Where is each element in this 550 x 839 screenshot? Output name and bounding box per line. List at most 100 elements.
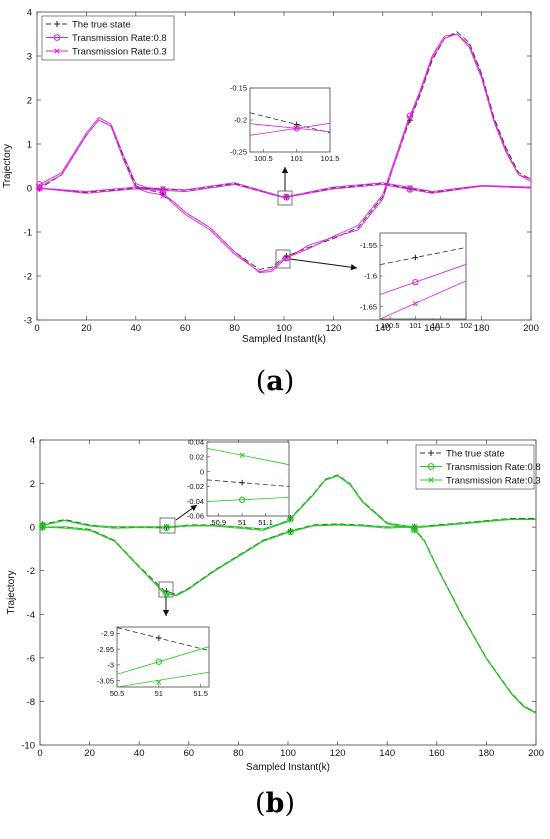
y-tick-label: -4 <box>27 610 35 621</box>
inset-x-tick-label: 51.5 <box>193 689 208 698</box>
inset-y-tick-label: 0.04 <box>189 438 204 447</box>
x-tick-label: 140 <box>379 748 395 759</box>
marker-cross <box>287 515 294 522</box>
inset-series-line-rate03 <box>116 671 210 688</box>
inset-series-line-rate03 <box>249 123 331 133</box>
inset-series-line-rate03 <box>206 447 290 466</box>
x-tick-label: 40 <box>131 323 142 334</box>
series-line-true-1 <box>36 183 532 198</box>
legend-entry-label: Transmission Rate:0.8 <box>446 462 541 473</box>
marker-circle <box>163 524 170 532</box>
inset-y-tick-label: -3 <box>107 661 114 670</box>
inset-series-line-rate08 <box>249 122 331 136</box>
inset-y-tick-label: 0.02 <box>189 453 204 462</box>
marker-circle <box>287 528 294 536</box>
zoom-inset: 50.9 51 51.1 0.04 0.02 0 -0.02 -0.04 -0.06 <box>159 438 290 534</box>
marker-plus <box>293 121 300 128</box>
y-tick-label: -8 <box>27 697 35 708</box>
x-tick-label: 120 <box>325 323 341 334</box>
inset-series-line-true <box>379 247 467 266</box>
panel-caption: (b) <box>255 788 295 819</box>
legend-entry-label: The true state <box>72 20 131 31</box>
x-tick-label: 60 <box>180 323 191 334</box>
y-tick-label: 3 <box>27 52 32 63</box>
marker-cross <box>163 523 170 530</box>
marker-cross <box>163 591 170 597</box>
inset-y-tick-label: 0 <box>200 467 204 476</box>
inset-x-tick-label: 51 <box>155 689 163 698</box>
legend: The true state Transmission Rate:0.8 Trans… <box>41 15 175 61</box>
marker-plus <box>412 254 419 261</box>
marker-cross <box>283 255 290 262</box>
marker-cross <box>283 193 290 200</box>
legend-entry-label: Transmission Rate:0.8 <box>72 33 167 44</box>
x-tick-label: 60 <box>184 748 195 759</box>
y-axis-label: Trajectory <box>2 144 13 188</box>
x-tick-label: 160 <box>424 323 440 334</box>
zoom-arrow-head <box>190 505 197 512</box>
y-tick-label: -2 <box>24 272 32 283</box>
legend-entry-label: Transmission Rate:0.3 <box>72 47 167 58</box>
inset-y-tick-label: -1.65 <box>360 302 377 311</box>
caption-open-paren: ( <box>255 788 266 819</box>
y-tick-label: 0 <box>30 523 35 534</box>
inset-y-tick-label: -0.25 <box>230 148 247 157</box>
x-tick-label: 200 <box>528 748 544 759</box>
y-tick-label: 4 <box>30 436 35 447</box>
series-line-rate08-0 <box>39 475 536 531</box>
marker-cross <box>39 522 46 528</box>
marker-cross <box>36 185 43 191</box>
marker-circle <box>36 184 43 192</box>
marker-cross <box>412 301 419 307</box>
marker-plus <box>428 450 434 456</box>
y-tick-label: 2 <box>27 96 32 107</box>
panel-caption-text: (a) <box>256 366 295 397</box>
inset-y-tick-label: -3.05 <box>97 676 114 685</box>
inset-y-tick-label: -1.6 <box>364 272 377 281</box>
inset-series-line-rate03 <box>379 280 467 320</box>
y-tick-label: -1 <box>24 228 32 239</box>
x-tick-label: 20 <box>81 323 92 334</box>
caption-open-paren: ( <box>256 366 267 397</box>
marker-plus <box>54 21 60 27</box>
x-tick-label: 80 <box>229 323 240 334</box>
inset-plot-area <box>379 232 467 320</box>
marker-cross <box>39 524 46 530</box>
x-tick-label: 20 <box>84 748 95 759</box>
x-tick-label: 40 <box>134 748 145 759</box>
legend-box <box>415 444 535 490</box>
marker-cross <box>407 184 413 191</box>
marker-circle <box>412 278 419 286</box>
marker-cross <box>239 452 245 458</box>
inset-series-line-rate08 <box>379 264 467 295</box>
inset-x-tick-label: 50.9 <box>211 518 226 527</box>
marker-circle <box>283 193 290 201</box>
marker-circle <box>287 515 294 523</box>
inset-x-tick-label: 51 <box>238 518 246 527</box>
inset-x-tick-label: 101 <box>290 154 303 163</box>
y-tick-label: 2 <box>30 479 35 490</box>
chart-panel-b: 0 20 40 60 80 100 120 140 160 180 200-10-8-6-4-202… <box>6 436 544 774</box>
legend-entry-label: Transmission Rate:0.3 <box>446 476 541 487</box>
legend: The true state Transmission Rate:0.8 Trans… <box>415 444 541 490</box>
y-tick-label: -6 <box>27 653 35 664</box>
y-tick-label: -2 <box>27 566 35 577</box>
inset-x-tick-label: 100.5 <box>381 321 400 330</box>
x-tick-label: 180 <box>478 748 494 759</box>
marker-cross <box>287 528 294 535</box>
caption-close-paren: ) <box>284 366 295 397</box>
inset-x-tick-label: 101 <box>409 321 422 330</box>
marker-cross <box>160 185 166 192</box>
zoom-inset: 50.5 51 51.5 -2.9 -2.95 -3 -3.05 <box>97 581 210 698</box>
inset-y-tick-label: -0.02 <box>187 482 204 491</box>
marker-circle <box>238 496 246 503</box>
series-line-rate03-0 <box>36 33 532 273</box>
marker-cross <box>411 526 418 533</box>
inset-plot-area <box>116 626 210 688</box>
marker-cross <box>160 193 166 199</box>
marker-circle <box>283 254 290 262</box>
x-tick-label: 140 <box>375 323 391 334</box>
inset-y-tick-label: -2.95 <box>97 645 114 654</box>
marker-circle <box>406 185 414 193</box>
inset-x-tick-label: 101.5 <box>431 321 450 330</box>
